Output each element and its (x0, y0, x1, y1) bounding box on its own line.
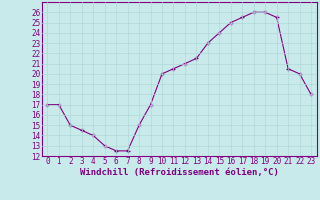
X-axis label: Windchill (Refroidissement éolien,°C): Windchill (Refroidissement éolien,°C) (80, 168, 279, 177)
